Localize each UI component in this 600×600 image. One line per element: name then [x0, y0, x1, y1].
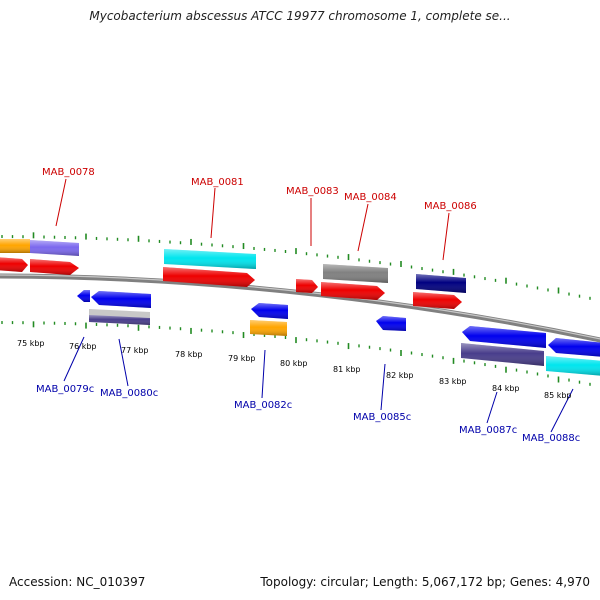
gene-labels-forward: MAB_0078 MAB_0081 MAB_0083 MAB_0084 MAB_…	[42, 167, 477, 212]
gene-arrow-reverse[interactable]	[251, 303, 288, 319]
feature-orange-a[interactable]	[0, 239, 30, 253]
gene-arrow-forward[interactable]	[30, 259, 79, 275]
scale-label: 83 kbp	[439, 377, 467, 386]
scale-label: 79 kbp	[228, 354, 256, 363]
feature-gray-a[interactable]	[323, 264, 388, 283]
scale-label: 80 kbp	[280, 359, 308, 368]
accession-label: Accession: NC_010397	[9, 575, 146, 589]
gene-label-mab-0079c[interactable]: MAB_0079c	[36, 384, 94, 395]
scale-label: 75 kbp	[17, 339, 45, 348]
gene-label-mab-0080c[interactable]: MAB_0080c	[100, 388, 158, 399]
gene-label-mab-0085c[interactable]: MAB_0085c	[353, 412, 411, 423]
scale-label: 85 kbp	[544, 391, 572, 400]
feature-slate-a[interactable]	[30, 240, 79, 256]
gene-arrow-forward[interactable]	[0, 257, 28, 272]
gene-labels-reverse: MAB_0079c MAB_0080c MAB_0082c MAB_0085c …	[36, 384, 580, 444]
scale-label: 76 kbp	[69, 342, 97, 351]
gene-arrow-reverse[interactable]	[77, 290, 90, 302]
gene-arrow-reverse[interactable]	[376, 316, 406, 331]
gene-arrow-reverse[interactable]	[462, 326, 546, 348]
ticks-upper-row	[1, 232, 591, 300]
map-title: Mycobacterium abscessus ATCC 19977 chrom…	[89, 9, 511, 23]
gene-arrow-forward[interactable]	[163, 267, 255, 287]
label-connectors	[55, 178, 574, 433]
gene-label-mab-0083[interactable]: MAB_0083	[286, 186, 339, 197]
scale-label: 84 kbp	[492, 384, 520, 393]
gene-label-mab-0081[interactable]: MAB_0081	[191, 177, 244, 188]
feature-tracks	[0, 239, 600, 376]
gene-label-mab-0088c[interactable]: MAB_0088c	[522, 433, 580, 444]
gene-arrow-reverse[interactable]	[548, 338, 600, 357]
gene-arrow-forward[interactable]	[296, 279, 318, 293]
chromosome-backbone	[0, 273, 600, 343]
scale-label: 81 kbp	[333, 365, 361, 374]
gene-label-mab-0078[interactable]: MAB_0078	[42, 167, 95, 178]
feature-cyan-a[interactable]	[164, 249, 256, 269]
gene-label-mab-0087c[interactable]: MAB_0087c	[459, 425, 517, 436]
feature-darkslate-b[interactable]	[89, 315, 150, 325]
gene-arrow-reverse[interactable]	[91, 291, 151, 308]
gene-label-mab-0084[interactable]: MAB_0084	[344, 192, 397, 203]
gene-label-mab-0082c[interactable]: MAB_0082c	[234, 400, 292, 411]
scale-label: 77 kbp	[121, 346, 149, 355]
genome-summary: Topology: circular; Length: 5,067,172 bp…	[260, 575, 590, 589]
feature-navy-a[interactable]	[416, 274, 466, 293]
ticks-lower-row	[1, 321, 591, 386]
feature-cyan-b[interactable]	[546, 356, 600, 376]
gene-arrow-forward[interactable]	[413, 292, 462, 309]
scale-label: 78 kbp	[175, 350, 203, 359]
scale-labels: 75 kbp 76 kbp 77 kbp 78 kbp 79 kbp 80 kb…	[17, 339, 572, 400]
feature-orange-b[interactable]	[250, 320, 287, 336]
gene-label-mab-0086[interactable]: MAB_0086	[424, 201, 477, 212]
gene-arrow-forward[interactable]	[321, 282, 385, 300]
feature-darkslate-b[interactable]	[461, 343, 544, 366]
scale-label: 82 kbp	[386, 371, 414, 380]
